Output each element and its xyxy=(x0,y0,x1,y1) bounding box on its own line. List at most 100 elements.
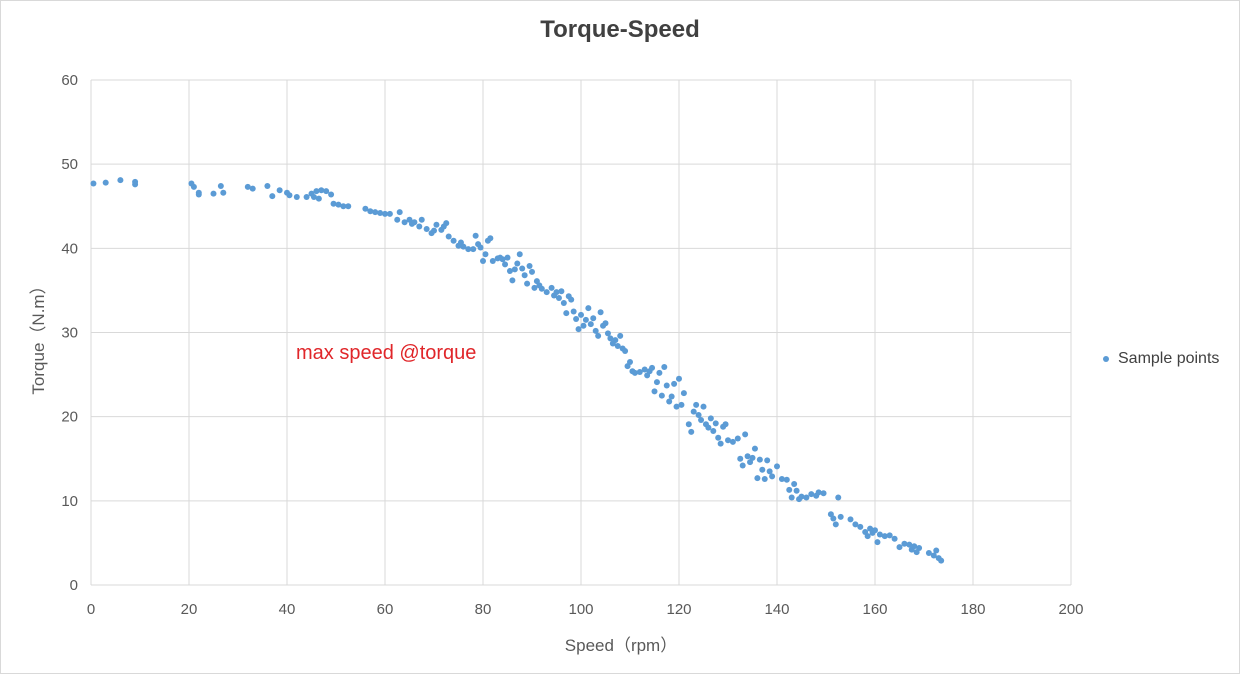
x-tick-label: 0 xyxy=(87,601,95,618)
data-point xyxy=(386,210,393,217)
data-point xyxy=(443,220,450,227)
data-point xyxy=(604,330,611,337)
data-point xyxy=(264,183,271,190)
data-point xyxy=(323,188,330,195)
data-point xyxy=(930,552,937,559)
data-point xyxy=(315,195,322,202)
data-point xyxy=(791,481,798,487)
data-point xyxy=(874,539,881,546)
data-point xyxy=(477,244,484,251)
data-point xyxy=(416,223,423,230)
data-point xyxy=(372,209,379,216)
data-point xyxy=(423,225,430,232)
data-point xyxy=(377,209,384,216)
data-point xyxy=(418,216,425,223)
data-point xyxy=(555,294,562,301)
data-point xyxy=(705,424,712,431)
data-point xyxy=(431,227,437,234)
data-point xyxy=(117,177,124,184)
data-point xyxy=(739,462,746,469)
data-point xyxy=(925,550,932,557)
data-point xyxy=(830,515,837,522)
data-point xyxy=(742,431,749,438)
data-point xyxy=(570,308,577,315)
data-point xyxy=(303,193,310,200)
data-point xyxy=(582,316,589,323)
data-point xyxy=(663,382,670,389)
data-point xyxy=(754,475,761,482)
data-point xyxy=(622,348,629,355)
data-point xyxy=(653,379,660,386)
data-point xyxy=(666,398,673,405)
grid-lines xyxy=(90,79,1072,586)
data-point xyxy=(460,243,467,250)
data-point xyxy=(671,380,678,387)
data-point xyxy=(886,532,893,539)
y-tick-label: 60 xyxy=(61,72,78,89)
data-point xyxy=(641,366,648,373)
data-points xyxy=(90,177,945,564)
data-point xyxy=(595,332,602,339)
x-tick-label: 120 xyxy=(666,601,691,618)
tick-labels: 0 20 40 60 80 100 120 140 160 180 200 0 10 20 30 40 50 60 xyxy=(61,72,1083,618)
y-tick-label: 40 xyxy=(61,240,78,257)
data-point xyxy=(715,434,722,441)
data-point xyxy=(749,454,756,461)
data-point xyxy=(815,489,822,496)
data-point xyxy=(529,268,535,275)
x-tick-label: 60 xyxy=(377,601,394,618)
data-point xyxy=(786,486,793,493)
x-tick-label: 100 xyxy=(568,601,593,618)
data-point xyxy=(658,392,665,399)
data-point xyxy=(668,393,675,400)
data-point xyxy=(857,523,864,530)
data-point xyxy=(707,415,714,422)
data-point xyxy=(195,191,202,198)
data-point xyxy=(607,335,614,342)
data-point xyxy=(585,305,592,312)
y-tick-label: 10 xyxy=(61,493,78,510)
data-point xyxy=(793,487,800,494)
data-point xyxy=(328,191,335,198)
x-tick-label: 40 xyxy=(279,601,296,618)
data-point xyxy=(933,547,940,554)
data-point xyxy=(803,494,810,501)
data-point xyxy=(330,200,337,207)
data-point xyxy=(102,179,109,186)
data-point xyxy=(531,284,538,291)
data-point xyxy=(516,251,523,258)
data-point xyxy=(568,296,575,303)
data-point xyxy=(249,185,256,192)
data-point xyxy=(688,428,695,435)
data-point xyxy=(367,208,374,215)
data-point xyxy=(774,463,780,470)
data-point xyxy=(450,237,457,244)
data-point xyxy=(612,337,619,344)
data-point xyxy=(766,468,773,475)
data-point xyxy=(286,192,293,199)
data-point xyxy=(548,284,555,291)
data-point xyxy=(751,445,758,452)
data-point xyxy=(678,401,685,408)
data-point xyxy=(710,427,717,434)
data-point xyxy=(506,268,513,275)
data-point xyxy=(592,327,599,334)
data-point xyxy=(700,403,707,410)
data-point xyxy=(759,466,766,473)
data-point xyxy=(519,265,526,272)
x-tick-label: 160 xyxy=(862,601,887,618)
data-point xyxy=(511,266,518,273)
data-point xyxy=(553,289,560,296)
legend-label: Sample points xyxy=(1118,350,1220,367)
legend-marker xyxy=(1103,355,1109,362)
data-point xyxy=(310,193,317,200)
data-point xyxy=(685,421,692,428)
data-point xyxy=(656,369,663,376)
data-point xyxy=(712,420,719,427)
data-point xyxy=(487,235,494,242)
data-point xyxy=(499,256,506,263)
data-point xyxy=(362,205,369,212)
data-point xyxy=(313,188,320,195)
data-point xyxy=(465,246,472,253)
data-point xyxy=(521,272,528,279)
